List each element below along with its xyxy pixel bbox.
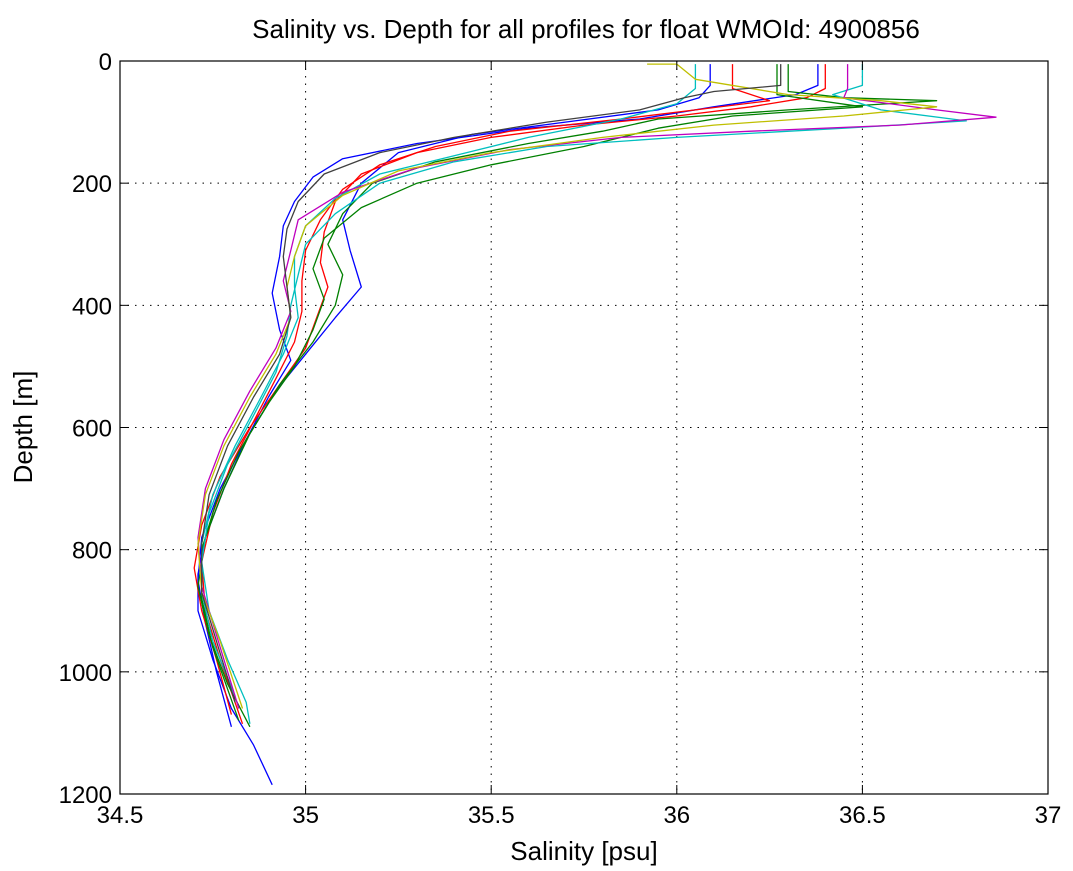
y-tick-label: 1200 <box>59 782 112 809</box>
grid-lines <box>120 61 1048 794</box>
profile-line-10 <box>197 63 938 709</box>
chart-title: Salinity vs. Depth for all profiles for … <box>252 14 920 44</box>
profile-line-11 <box>201 64 782 703</box>
y-axis-label: Depth [m] <box>8 371 38 484</box>
x-tick-label: 36.5 <box>839 802 886 829</box>
x-tick-label: 36 <box>663 802 690 829</box>
x-tick-label: 35 <box>292 802 319 829</box>
y-tick-label: 1000 <box>59 660 112 687</box>
profile-line-7 <box>201 64 967 724</box>
axis-ticks <box>119 60 1049 795</box>
y-tick-label: 200 <box>72 171 112 198</box>
x-tick-label: 35.5 <box>468 802 515 829</box>
x-tick-labels: 34.5 35 35.5 36 36.5 37 <box>97 802 1062 829</box>
y-tick-label: 800 <box>72 538 112 565</box>
profile-line-4 <box>201 64 771 725</box>
profile-line-9 <box>197 64 997 709</box>
profile-series <box>193 63 997 786</box>
x-tick-label: 37 <box>1035 802 1062 829</box>
y-tick-labels: 0 200 400 600 800 1000 1200 <box>59 49 112 809</box>
y-tick-label: 400 <box>72 293 112 320</box>
y-tick-label: 0 <box>99 49 112 76</box>
y-tick-label: 600 <box>72 416 112 443</box>
x-axis-label: Salinity [psu] <box>510 836 657 866</box>
x-tick-label: 34.5 <box>97 802 144 829</box>
